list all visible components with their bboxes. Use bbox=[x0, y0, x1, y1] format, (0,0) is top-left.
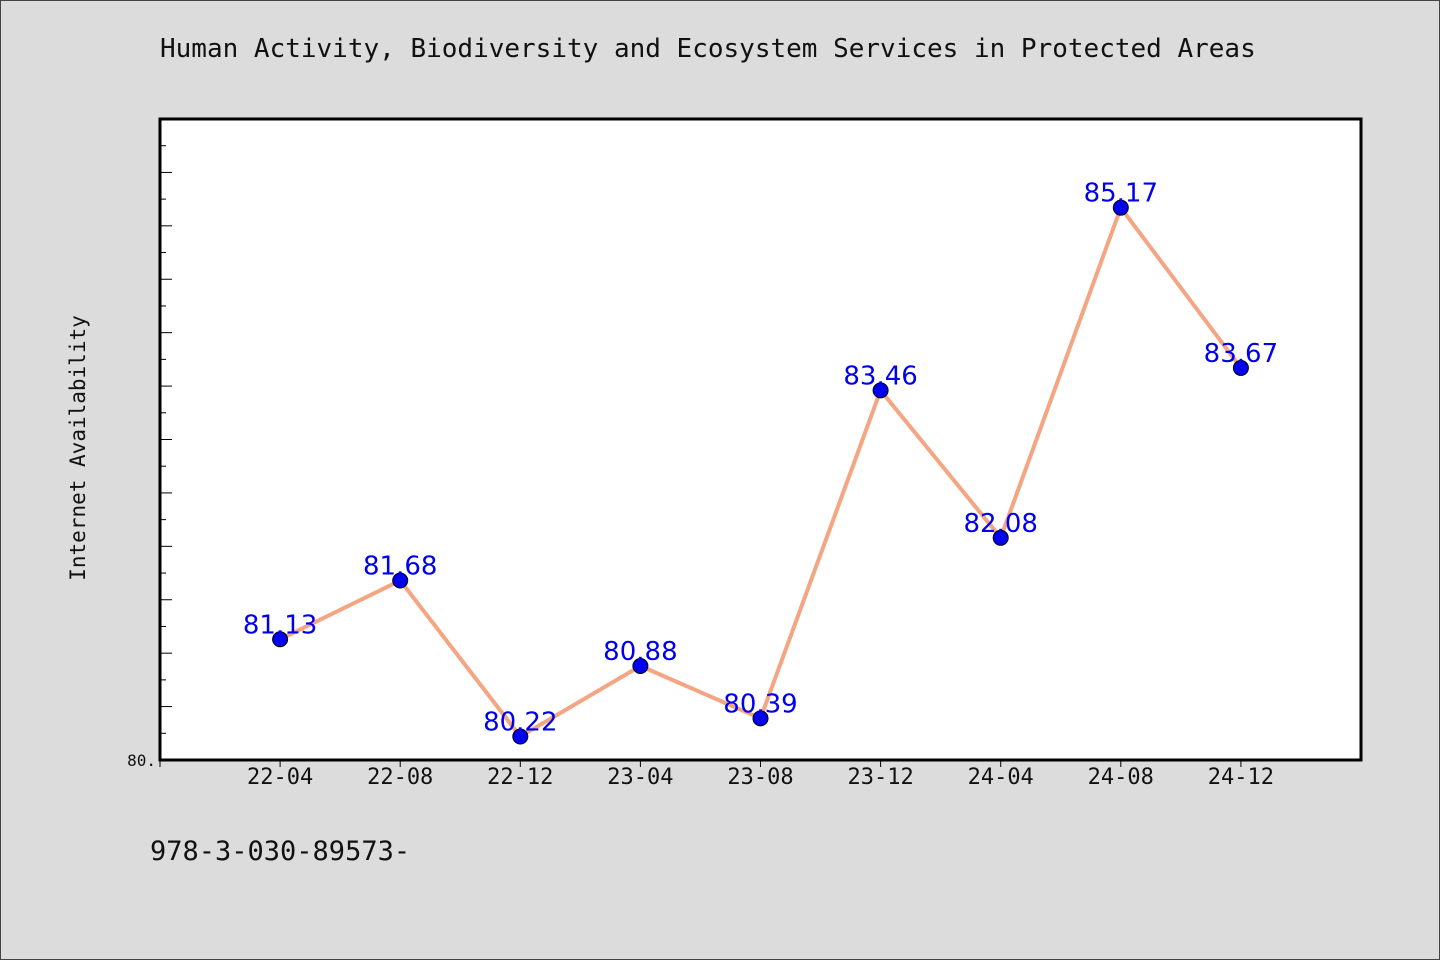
x-tick-label: 22-08 bbox=[367, 765, 433, 790]
x-tick-label: 24-04 bbox=[968, 765, 1034, 790]
x-tick-label: 23-04 bbox=[607, 765, 673, 790]
x-tick-label: 22-12 bbox=[487, 765, 553, 790]
data-point bbox=[752, 710, 769, 727]
data-point bbox=[272, 631, 289, 648]
data-label: 81.13 bbox=[243, 610, 317, 640]
data-label: 80.39 bbox=[723, 689, 797, 719]
footer-code: 978-3-030-89573- bbox=[150, 836, 411, 867]
data-label: 81.68 bbox=[363, 552, 437, 582]
x-tick-label: 22-04 bbox=[247, 765, 313, 790]
data-label: 83.67 bbox=[1204, 339, 1278, 369]
x-tick-label: 24-08 bbox=[1088, 765, 1154, 790]
y-axis: 80. bbox=[127, 118, 172, 770]
data-label: 80.22 bbox=[483, 707, 557, 737]
data-point bbox=[992, 529, 1009, 546]
data-labels: 81.13 81.68 80.22 80.88 80.39 83.46 82.08 85.17… bbox=[243, 179, 1278, 738]
x-tick-label: 23-08 bbox=[727, 765, 793, 790]
data-label: 83.46 bbox=[843, 361, 917, 391]
x-tick-label: 23-12 bbox=[847, 765, 913, 790]
x-tick-label: 24-12 bbox=[1208, 765, 1274, 790]
plot-area bbox=[158, 117, 1363, 762]
data-point bbox=[632, 657, 649, 674]
data-label: 82.08 bbox=[963, 509, 1037, 539]
data-point bbox=[512, 728, 529, 745]
data-point bbox=[392, 572, 409, 589]
data-point bbox=[1112, 199, 1129, 216]
x-axis: 22-04 22-08 22-12 23-04 23-08 23-12 24-04 24-08… bbox=[159, 760, 1274, 790]
data-label: 80.88 bbox=[603, 637, 677, 667]
data-point bbox=[872, 382, 889, 399]
data-points bbox=[272, 199, 1249, 745]
y-tick-label: 80. bbox=[127, 751, 156, 770]
data-label: 85.17 bbox=[1084, 179, 1158, 209]
chart-title: Human Activity, Biodiversity and Ecosyst… bbox=[160, 34, 1256, 64]
data-point bbox=[1232, 359, 1249, 376]
